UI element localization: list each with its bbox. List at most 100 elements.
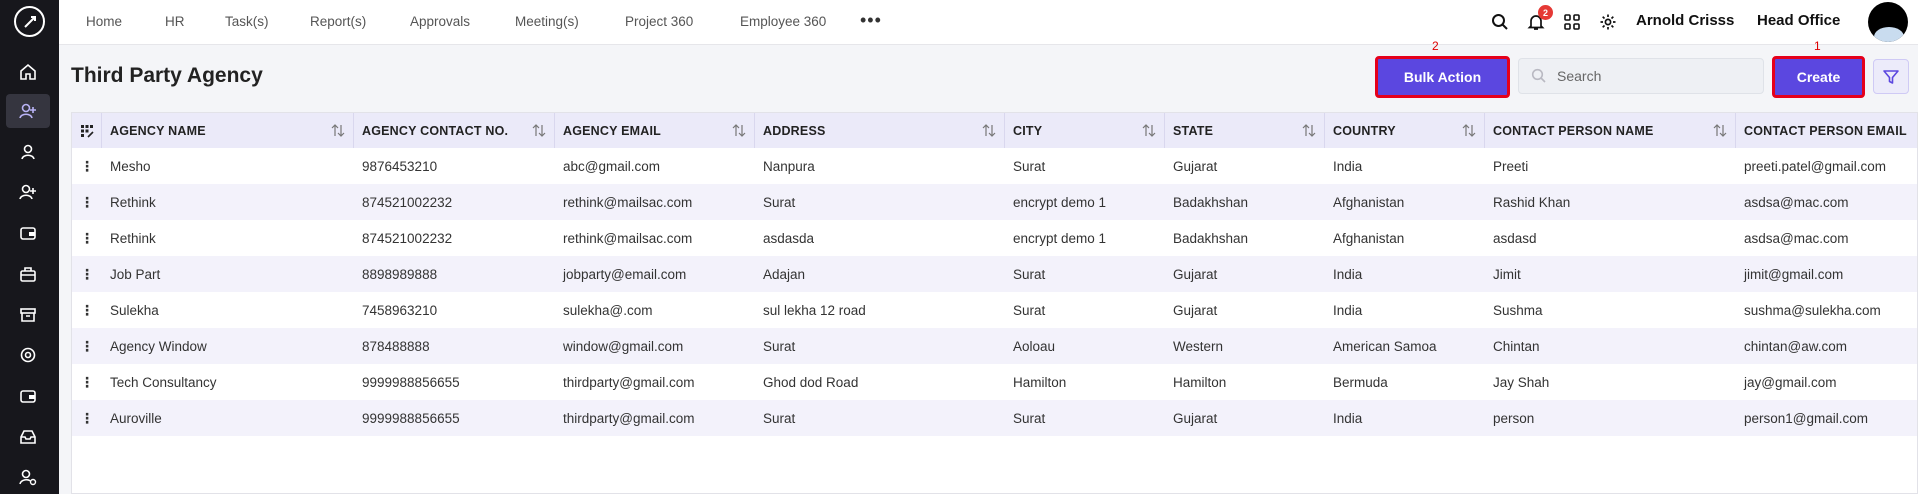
user-name[interactable]: Arnold Crisss [1636, 12, 1735, 29]
table-row[interactable]: ⋮ Mesho 9876453210 abc@gmail.com Nanpura Sura… [72, 148, 1917, 184]
column-label: CITY [1013, 123, 1043, 138]
nav-project-360[interactable]: Project 360 [625, 14, 694, 29]
cell-contact-person-email: chintan@aw.com [1744, 338, 1848, 354]
row-actions-icon[interactable]: ⋮ [80, 193, 94, 210]
cell-contact-no: 8898989888 [362, 266, 438, 282]
archive-icon[interactable] [6, 298, 50, 332]
cell-city: Surat [1013, 302, 1046, 318]
cell-country: India [1333, 302, 1363, 318]
column-settings-icon[interactable] [72, 113, 102, 148]
search-input[interactable] [1557, 66, 1757, 86]
column-header-state[interactable]: STATE [1165, 113, 1325, 148]
cell-agency-email: jobparty@email.com [563, 266, 687, 282]
row-actions-icon[interactable]: ⋮ [80, 409, 94, 426]
nav-home[interactable]: Home [86, 14, 123, 29]
cell-state: Gujarat [1173, 302, 1218, 318]
cell-state: Gujarat [1173, 410, 1218, 426]
cell-address: Surat [763, 338, 796, 354]
column-label: AGENCY CONTACT NO. [362, 123, 509, 138]
user-settings-icon[interactable] [6, 460, 50, 494]
column-header-contact-person-name[interactable]: CONTACT PERSON NAME [1485, 113, 1736, 148]
cell-address: Ghod dod Road [763, 374, 859, 390]
nav-tasks[interactable]: Task(s) [225, 14, 269, 29]
cell-city: Aoloau [1013, 338, 1056, 354]
apps-grid-icon[interactable] [1561, 11, 1583, 33]
table-row[interactable]: ⋮ Sulekha 7458963210 sulekha@.com sul lekha … [72, 292, 1917, 328]
cell-state: Badakhshan [1173, 194, 1249, 210]
cell-contact-no: 874521002232 [362, 194, 453, 210]
row-actions-icon[interactable]: ⋮ [80, 265, 94, 282]
row-actions-icon[interactable]: ⋮ [80, 229, 94, 246]
app-logo[interactable] [14, 6, 45, 37]
column-header-agency-name[interactable]: AGENCY NAME [102, 113, 354, 148]
search-field[interactable] [1518, 58, 1764, 94]
cell-city: Surat [1013, 158, 1046, 174]
table-row[interactable]: ⋮ Rethink 874521002232 rethink@mailsac.com S… [72, 184, 1917, 220]
table-header: AGENCY NAME AGENCY CONTACT NO. AGENCY EM… [72, 113, 1917, 148]
cell-country: India [1333, 266, 1363, 282]
nav-hr[interactable]: HR [165, 14, 185, 29]
table-row[interactable]: ⋮ Rethink 874521002232 rethink@mailsac.com a… [72, 220, 1917, 256]
home-icon[interactable] [6, 55, 50, 89]
cell-agency-email: thirdparty@gmail.com [563, 374, 695, 390]
sort-icon [331, 124, 345, 137]
user-icon[interactable] [6, 135, 50, 169]
filter-icon[interactable] [1873, 59, 1909, 94]
more-horizontal-icon[interactable]: ••• [860, 10, 882, 30]
column-header-city[interactable]: CITY [1005, 113, 1165, 148]
column-label: CONTACT PERSON NAME [1493, 123, 1654, 138]
support-icon[interactable] [6, 338, 50, 372]
nav-reports[interactable]: Report(s) [310, 14, 367, 29]
bulk-action-marker: 2 [1432, 39, 1439, 53]
row-actions-icon[interactable]: ⋮ [80, 337, 94, 354]
office-selector[interactable]: Head Office [1757, 12, 1841, 29]
inbox-icon[interactable] [6, 420, 50, 454]
column-header-agency-email[interactable]: AGENCY EMAIL [555, 113, 755, 148]
briefcase-icon[interactable] [6, 257, 50, 291]
row-actions-icon[interactable]: ⋮ [80, 157, 94, 174]
table-row[interactable]: ⋮ Job Part 8898989888 jobparty@email.com Ada… [72, 256, 1917, 292]
create-button[interactable]: Create [1772, 56, 1865, 98]
cell-contact-person-name: Rashid Khan [1493, 194, 1571, 210]
search-icon[interactable] [1489, 11, 1511, 33]
column-header-country[interactable]: COUNTRY [1325, 113, 1485, 148]
third-party-agency-icon[interactable] [6, 94, 50, 128]
row-actions-icon[interactable]: ⋮ [80, 301, 94, 318]
gear-icon[interactable] [1597, 11, 1619, 33]
cell-agency-email: window@gmail.com [563, 338, 684, 354]
column-header-contact-person-email[interactable]: CONTACT PERSON EMAIL [1736, 113, 1917, 148]
column-label: AGENCY EMAIL [563, 123, 662, 138]
wallet-alt-icon[interactable] [6, 379, 50, 413]
column-header-contact-no[interactable]: AGENCY CONTACT NO. [354, 113, 555, 148]
cell-agency-name: Mesho [110, 158, 151, 174]
cell-agency-email: thirdparty@gmail.com [563, 410, 695, 426]
bulk-action-button[interactable]: Bulk Action [1375, 56, 1510, 98]
add-user-icon[interactable] [6, 175, 50, 209]
cell-contact-no: 9876453210 [362, 158, 438, 174]
sort-icon [982, 124, 996, 137]
create-marker: 1 [1814, 39, 1821, 53]
nav-approvals[interactable]: Approvals [410, 14, 471, 29]
avatar[interactable] [1868, 2, 1908, 42]
nav-meetings[interactable]: Meeting(s) [515, 14, 579, 29]
column-header-address[interactable]: ADDRESS [755, 113, 1005, 148]
sort-icon [532, 124, 546, 137]
row-actions-icon[interactable]: ⋮ [80, 373, 94, 390]
cell-address: Nanpura [763, 158, 815, 174]
table-row[interactable]: ⋮ Auroville 9999988856655 thirdparty@gmail.… [72, 400, 1917, 436]
column-label: ADDRESS [763, 123, 826, 138]
cell-city: encrypt demo 1 [1013, 230, 1107, 246]
table-row[interactable]: ⋮ Tech Consultancy 9999988856655 thirdparty… [72, 364, 1917, 400]
cell-agency-email: sulekha@.com [563, 302, 653, 318]
top-navigation: Home HR Task(s) Report(s) Approvals Meet… [59, 0, 1918, 45]
cell-city: Surat [1013, 266, 1046, 282]
column-label: CONTACT PERSON EMAIL [1744, 123, 1907, 138]
table-row[interactable]: ⋮ Agency Window 878488888 window@gmail.com S… [72, 328, 1917, 364]
cell-country: India [1333, 158, 1363, 174]
nav-employee-360[interactable]: Employee 360 [740, 14, 827, 29]
cell-state: Hamilton [1173, 374, 1227, 390]
cell-state: Badakhshan [1173, 230, 1249, 246]
wallet-icon[interactable] [6, 216, 50, 250]
cell-contact-person-email: jimit@gmail.com [1744, 266, 1844, 282]
cell-state: Gujarat [1173, 158, 1218, 174]
